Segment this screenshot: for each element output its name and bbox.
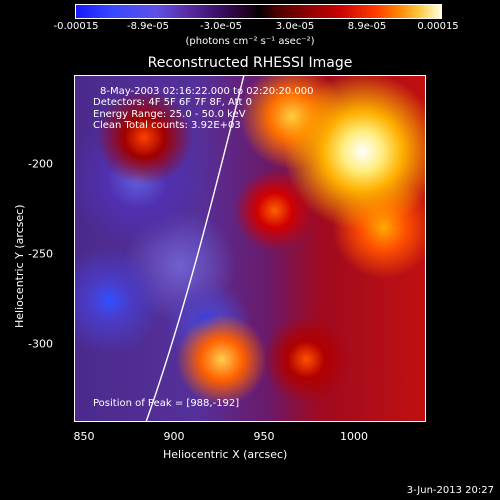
solar-limb-line [145,75,245,422]
colorbar-tick-label: 8.9e-05 [347,21,387,32]
y-tick-label: -200 [28,157,53,171]
colorbar-unit: (photons cm⁻² s⁻¹ asec⁻²) [185,36,315,47]
x-axis-label: Heliocentric X (arcsec) [163,448,288,461]
footer-date: 3-Jun-2013 20:27 [406,485,494,496]
x-tick-label: 850 [73,430,95,443]
y-tick-label: -300 [28,337,53,351]
plot-frame [74,75,426,422]
method-counts-text: Clean Total counts: 3.92E+03 [93,120,241,131]
x-tick-label: 900 [163,430,185,443]
colorbar-tick-label: -3.0e-05 [200,21,242,32]
page-title: Reconstructed RHESSI Image [147,55,353,71]
colorbar-tick-label: 3.0e-05 [275,21,315,32]
x-tick-label: 1000 [340,430,368,443]
time-range-text: 8-May-2003 02:16:22.000 to 02:20:20.000 [100,86,314,97]
peak-position-text: Position of Peak = [988,-192] [93,398,240,409]
x-tick-label: 950 [253,430,275,443]
y-tick-label: -250 [28,247,53,261]
colorbar-tick-label: 0.00015 [417,21,459,32]
colorbar-tick-label: -8.9e-05 [127,21,169,32]
colorbar [75,4,442,19]
colorbar-tick-label: -0.00015 [53,21,99,32]
energy-range-text: Energy Range: 25.0 - 50.0 keV [93,109,246,120]
rhessi-image [74,75,426,422]
y-axis-label: Heliocentric Y (arcsec) [13,204,26,328]
detectors-text: Detectors: 4F 5F 6F 7F 8F, Att 0 [93,97,253,108]
